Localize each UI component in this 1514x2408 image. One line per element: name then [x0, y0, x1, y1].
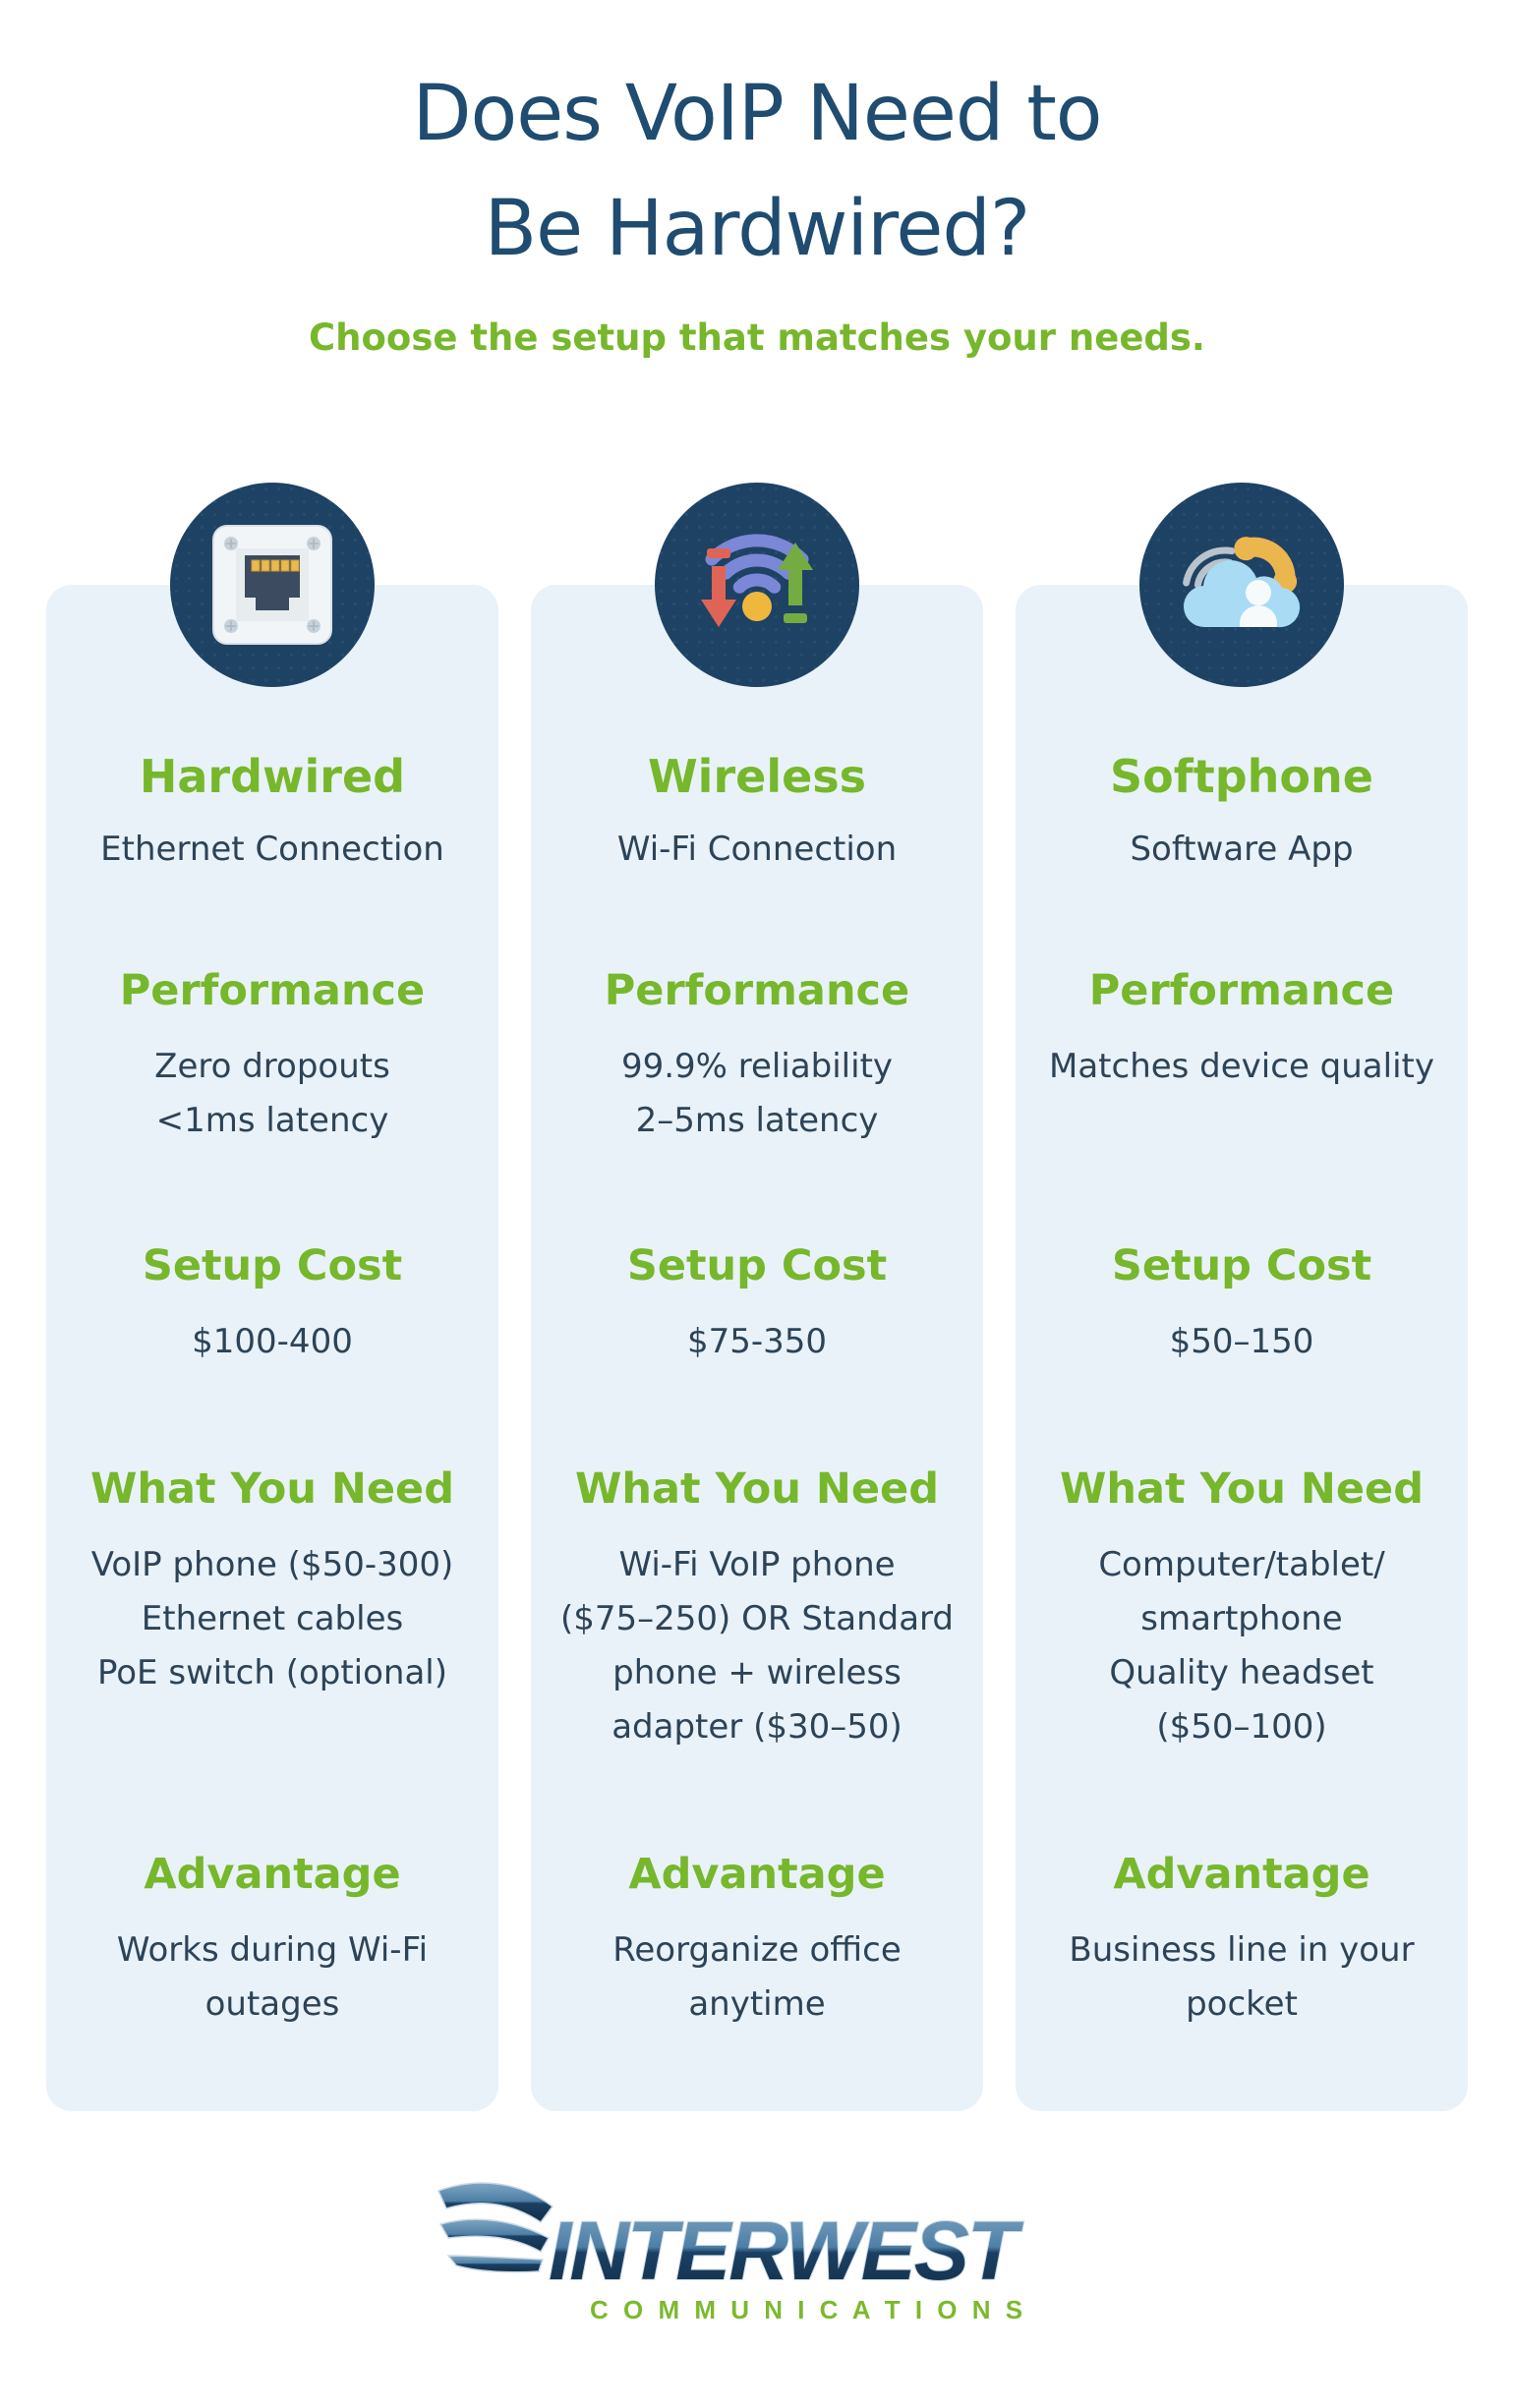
ethernet-port-icon: [170, 483, 375, 687]
section-line: $50–150: [1169, 1321, 1314, 1361]
section-line: smartphone: [1140, 1598, 1343, 1638]
section-line: Works during Wi-Fi: [116, 1929, 429, 1970]
column-subtitle: Ethernet Connection: [100, 830, 444, 870]
section-line: 2–5ms latency: [635, 1100, 879, 1140]
section-line: VoIP phone ($50-300): [90, 1544, 454, 1584]
column-title: Hardwired: [139, 750, 406, 803]
section-line: Zero dropouts: [154, 1046, 390, 1086]
page-title-line1: Does VoIP Need to: [412, 70, 1103, 158]
wifi-up-down-arrows-icon: [655, 483, 859, 687]
section-heading-advantage: Advantage: [628, 1850, 886, 1899]
section-line: Quality headset: [1109, 1652, 1374, 1692]
wifi-icon-art: [701, 534, 813, 627]
section-heading-performance: Performance: [119, 966, 426, 1015]
logo-swoosh: [437, 2182, 554, 2273]
section-line: Matches device quality: [1049, 1046, 1434, 1086]
section-line: phone + wireless: [612, 1652, 902, 1692]
card-softphone: Softphone Software App Performance Match…: [1016, 483, 1468, 2111]
cloud-softphone-icon: [1139, 483, 1344, 687]
interwest-logo: INTERWEST C O M M U N I C A T I O N S: [437, 2182, 1027, 2324]
section-line: anytime: [688, 1983, 826, 2024]
section-line: $75-350: [686, 1321, 828, 1361]
card-wireless: Wireless Wi-Fi Connection Performance 99…: [531, 483, 983, 2111]
section-heading-what-you-need: What You Need: [90, 1464, 454, 1514]
section-line: 99.9% reliability: [620, 1046, 894, 1086]
section-heading-advantage: Advantage: [1113, 1850, 1370, 1899]
column-title: Wireless: [647, 750, 867, 803]
section-heading-performance: Performance: [604, 966, 910, 1015]
section-line: Computer/tablet/: [1098, 1544, 1385, 1584]
section-line: PoE switch (optional): [96, 1652, 448, 1692]
section-line: <1ms latency: [155, 1100, 389, 1140]
section-line: outages: [204, 1983, 340, 2024]
section-heading-setup-cost: Setup Cost: [1111, 1241, 1372, 1290]
section-line: Wi-Fi VoIP phone: [618, 1544, 896, 1584]
section-line: Business line in your: [1069, 1929, 1415, 1970]
section-line: ($75–250) OR Standard: [560, 1598, 954, 1638]
ethernet-port-icon-art: [212, 525, 332, 645]
page-title: Does VoIP Need to Be Hardwired?: [0, 57, 1514, 287]
section-heading-what-you-need: What You Need: [1060, 1464, 1424, 1514]
cloud-softphone-icon-art: [1183, 537, 1301, 628]
section-line: $100-400: [192, 1321, 353, 1361]
section-heading-advantage: Advantage: [144, 1850, 401, 1899]
logo-brand-subtext: C O M M U N I C A T I O N S: [590, 2295, 1026, 2324]
comparison-columns: Hardwired Ethernet Connection Performanc…: [46, 483, 1468, 2111]
section-line: adapter ($30–50): [611, 1706, 903, 1747]
footer: INTERWEST C O M M U N I C A T I O N S: [0, 2177, 1514, 2324]
card-hardwired: Hardwired Ethernet Connection Performanc…: [46, 483, 498, 2111]
section-heading-setup-cost: Setup Cost: [142, 1241, 403, 1290]
column-subtitle: Software App: [1130, 830, 1354, 870]
column-title: Softphone: [1110, 750, 1373, 803]
section-line: Ethernet cables: [141, 1598, 404, 1638]
section-line: pocket: [1186, 1983, 1298, 2024]
section-heading-what-you-need: What You Need: [575, 1464, 939, 1514]
section-heading-performance: Performance: [1088, 966, 1395, 1015]
section-heading-setup-cost: Setup Cost: [626, 1241, 888, 1290]
section-line: Reorganize office: [612, 1929, 902, 1970]
column-subtitle: Wi-Fi Connection: [616, 830, 898, 870]
section-line: ($50–100): [1156, 1706, 1327, 1747]
page-title-line2: Be Hardwired?: [484, 185, 1031, 273]
page-subtitle: Choose the setup that matches your needs…: [309, 316, 1205, 359]
logo-brand-text: INTERWEST: [549, 2205, 1024, 2297]
